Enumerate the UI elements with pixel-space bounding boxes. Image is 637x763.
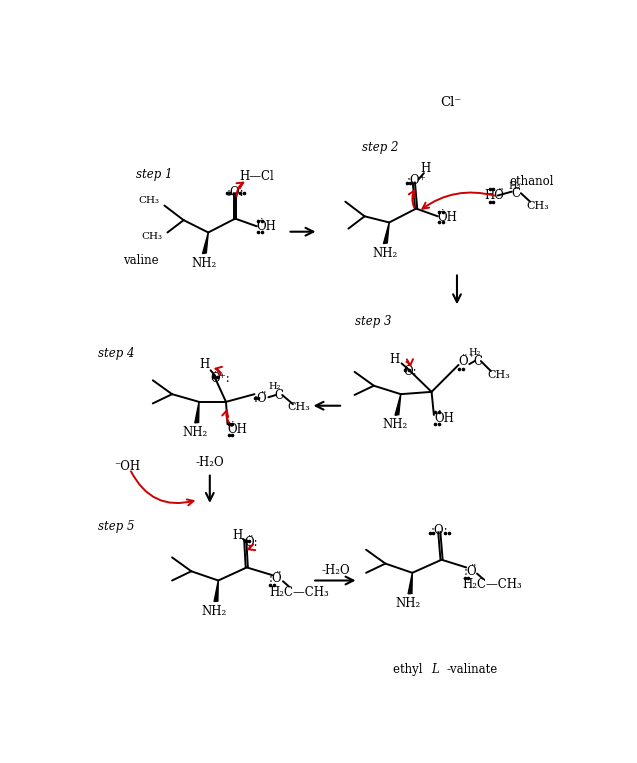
Text: Cl⁻: Cl⁻: [440, 96, 461, 109]
Text: NH₂: NH₂: [383, 418, 408, 431]
Text: -H₂O: -H₂O: [321, 564, 350, 577]
Text: L: L: [432, 662, 440, 675]
Text: CH₃: CH₃: [487, 370, 510, 380]
Text: H₂C—CH₃: H₂C—CH₃: [269, 585, 329, 598]
Text: :O⁺: :O⁺: [406, 175, 426, 188]
Text: ⁻OH: ⁻OH: [115, 460, 141, 473]
Polygon shape: [195, 402, 199, 423]
Text: step 4: step 4: [98, 347, 134, 360]
Text: H: H: [420, 162, 431, 175]
Polygon shape: [203, 233, 208, 253]
Text: ȮH: ȮH: [438, 211, 457, 224]
Text: -H₂O: -H₂O: [196, 456, 224, 469]
Text: C: C: [473, 355, 482, 368]
Text: Ö: Ö: [459, 356, 468, 369]
Text: H—Cl: H—Cl: [240, 169, 274, 183]
Text: :O:: :O:: [226, 186, 244, 199]
Text: NH₂: NH₂: [396, 597, 421, 610]
Text: NH₂: NH₂: [192, 257, 217, 270]
Text: NH₂: NH₂: [202, 605, 227, 618]
Text: CH₃: CH₃: [288, 402, 310, 412]
Text: H₂: H₂: [268, 382, 281, 391]
Text: NH₂: NH₂: [183, 427, 208, 439]
Text: :Ö: :Ö: [269, 572, 283, 585]
Text: C: C: [275, 389, 283, 402]
Text: :Ö: :Ö: [254, 391, 268, 404]
Text: H: H: [233, 530, 243, 542]
Text: H: H: [389, 353, 400, 366]
Text: Ö:: Ö:: [245, 536, 258, 549]
Text: -valinate: -valinate: [447, 662, 498, 675]
Polygon shape: [408, 573, 412, 594]
Text: ȮH: ȮH: [434, 412, 454, 425]
Text: C: C: [512, 188, 521, 201]
Polygon shape: [395, 394, 401, 415]
Text: CH₃: CH₃: [141, 232, 162, 241]
Text: ȮH: ȮH: [227, 423, 247, 436]
Polygon shape: [214, 581, 218, 601]
Text: H₂: H₂: [508, 182, 521, 191]
Text: :O:: :O:: [431, 524, 448, 537]
Text: ethyl: ethyl: [393, 662, 426, 675]
Text: step 5: step 5: [98, 520, 134, 533]
Text: H₂C—CH₃: H₂C—CH₃: [462, 578, 522, 591]
Text: Ö:: Ö:: [403, 365, 417, 378]
Text: :Ö: :Ö: [463, 565, 477, 578]
Text: H: H: [199, 359, 210, 372]
Text: ȮH: ȮH: [257, 220, 276, 233]
Text: ethanol: ethanol: [510, 175, 554, 188]
Text: step 2: step 2: [362, 140, 399, 153]
Text: step 3: step 3: [355, 314, 392, 327]
Polygon shape: [383, 223, 389, 243]
Text: CH₃: CH₃: [526, 201, 549, 211]
Text: NH₂: NH₂: [373, 246, 398, 259]
Text: CH₃: CH₃: [138, 196, 159, 205]
Text: H₂: H₂: [468, 348, 481, 357]
Text: HÖ: HÖ: [484, 189, 504, 202]
Text: valine: valine: [124, 254, 159, 268]
Text: Ö⁺:: Ö⁺:: [210, 372, 230, 385]
Text: step 1: step 1: [136, 168, 173, 182]
Text: ⁺: ⁺: [468, 353, 473, 362]
